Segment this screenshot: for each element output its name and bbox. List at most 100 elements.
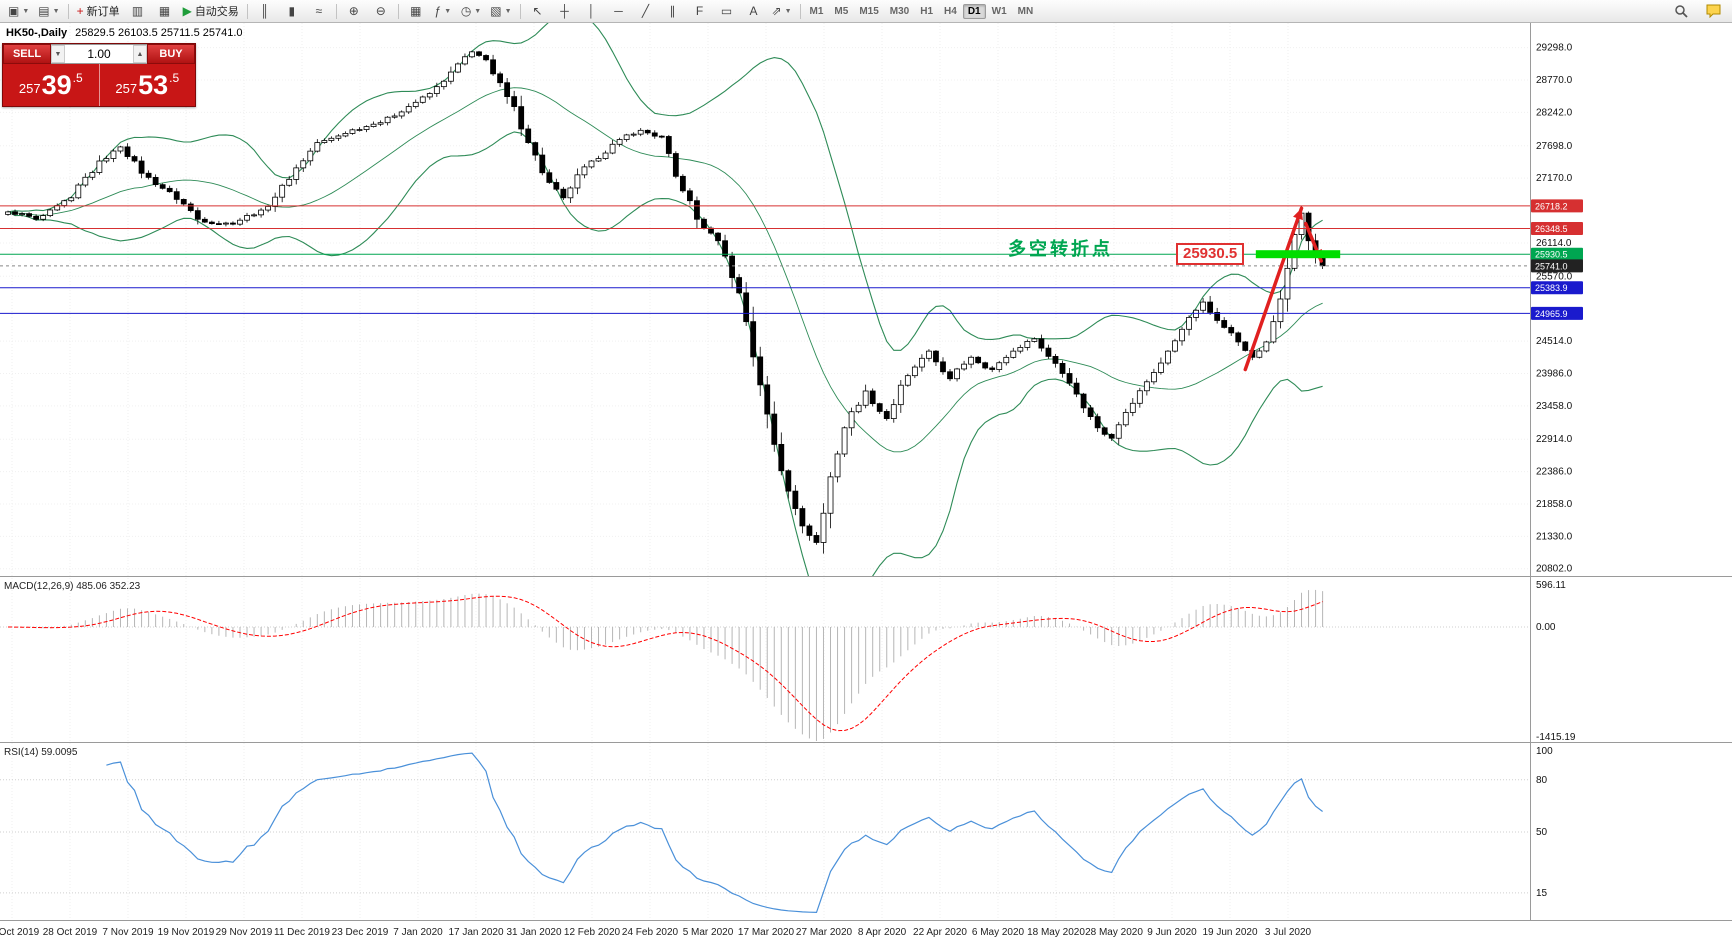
trendline-button[interactable]: ╱ xyxy=(633,1,659,21)
cursor-button[interactable]: ↖ xyxy=(525,1,551,21)
lot-input[interactable] xyxy=(65,45,133,63)
toolbar-separator xyxy=(519,3,521,19)
new-order-button-label: 新订单 xyxy=(86,6,120,18)
bull-candle xyxy=(307,150,314,162)
bear-candle xyxy=(940,361,946,373)
bear-candle xyxy=(511,96,518,107)
timeframe-d1-button[interactable]: D1 xyxy=(962,3,986,19)
price-axis-label: 20802.0 xyxy=(1536,564,1573,575)
bull-candle xyxy=(377,122,384,125)
horizontal-line-button[interactable]: ─ xyxy=(606,1,632,21)
auto-trading-icon: ▶ xyxy=(182,4,192,18)
bull-candle xyxy=(609,143,616,154)
bar-chart-icon: ║ xyxy=(260,4,270,18)
bull-candle xyxy=(103,158,110,162)
buy-price[interactable]: 257 53 .5 xyxy=(100,64,196,106)
templates-button[interactable]: ▧ ▼ xyxy=(486,1,515,21)
auto-trading-button-label: 自动交易 xyxy=(194,6,239,18)
chart-canvas[interactable]: 29298.0 28770.0 28242.0 27698.0 27170.0 26114… xyxy=(0,23,1732,948)
bull-candle xyxy=(96,160,103,173)
price-axis-label: 27698.0 xyxy=(1536,141,1573,152)
indicators-button[interactable]: ƒ ▼ xyxy=(430,1,456,21)
channel-button[interactable]: ∥ xyxy=(660,1,686,21)
timeframe-mn-button[interactable]: MN xyxy=(1017,5,1034,17)
bollinger-upper-band xyxy=(7,23,1323,351)
toolbar-separator xyxy=(799,3,801,19)
crosshair-button[interactable]: ┼ xyxy=(552,1,578,21)
text-button[interactable]: A xyxy=(741,1,767,21)
bull-candle xyxy=(848,411,855,429)
bull-candle xyxy=(919,357,925,368)
new-chart-button[interactable]: ▣ ▼ xyxy=(4,1,33,21)
shapes-button[interactable]: ▭ xyxy=(714,1,740,21)
templates-icon: ▧ xyxy=(490,4,502,18)
bull-candle xyxy=(630,133,637,136)
crosshair-icon: ┼ xyxy=(560,4,569,18)
zoom-out-button[interactable]: ⊖ xyxy=(368,1,394,21)
vertical-line-button[interactable]: │ xyxy=(579,1,605,21)
buy-button[interactable]: BUY xyxy=(147,44,195,64)
periods-button[interactable]: ◷ ▼ xyxy=(457,1,485,21)
bear-candle xyxy=(230,222,236,225)
timeframe-w1-button[interactable]: W1 xyxy=(991,5,1007,17)
bear-candle xyxy=(750,321,757,358)
candlestick-button[interactable]: ▮ xyxy=(279,1,305,21)
trade-panel-prices: 257 39 .5 257 53 .5 xyxy=(3,64,195,106)
time-axis-label: 16 Oct 2019 xyxy=(0,927,40,938)
auto-trading-button[interactable]: ▶ 自动交易 xyxy=(179,1,243,21)
bull-candle xyxy=(1115,424,1122,439)
new-order-button[interactable]: + 新订单 xyxy=(73,1,124,21)
timeframe-m5-button[interactable]: M5 xyxy=(834,5,849,17)
bull-candle xyxy=(926,350,932,359)
arrows-button[interactable]: ⇗ ▼ xyxy=(768,1,796,21)
bear-candle xyxy=(764,384,771,415)
bull-candle xyxy=(820,512,827,543)
bull-candle xyxy=(300,160,307,169)
market-watch-button[interactable]: ▥ xyxy=(125,1,151,21)
sell-button[interactable]: SELL xyxy=(3,44,51,64)
sell-price[interactable]: 257 39 .5 xyxy=(3,64,100,106)
time-axis-label: 9 Jun 2020 xyxy=(1147,927,1197,938)
chat-button[interactable] xyxy=(1700,1,1726,21)
shapes-icon: ▭ xyxy=(720,4,733,18)
timeframe-m30-button[interactable]: M30 xyxy=(889,5,910,17)
price-axis-label: 25570.0 xyxy=(1536,271,1573,282)
terminal-button[interactable]: ▦ xyxy=(152,1,178,21)
bull-candle xyxy=(462,56,468,65)
bear-candle xyxy=(497,73,504,84)
trend-arrow xyxy=(1243,206,1304,372)
timeframe-h4-button[interactable]: H4 xyxy=(944,5,957,17)
bear-candle xyxy=(12,211,18,215)
tile-windows-button[interactable]: ▦ xyxy=(403,1,429,21)
timeframe-m1-button[interactable]: M1 xyxy=(809,5,824,17)
bear-candle xyxy=(194,210,201,220)
profiles-button[interactable]: ▤ ▼ xyxy=(34,1,63,21)
fibonacci-button[interactable]: F xyxy=(687,1,713,21)
bear-candle xyxy=(1066,373,1073,384)
bull-candle xyxy=(110,150,117,159)
bear-candle xyxy=(729,255,735,278)
bull-candle xyxy=(841,427,848,455)
lot-decrease-button[interactable]: ▼ xyxy=(51,45,65,63)
lot-increase-button[interactable]: ▲ xyxy=(133,45,147,63)
bar-chart-button[interactable]: ║ xyxy=(252,1,278,21)
price-axis[interactable]: 29298.0 28770.0 28242.0 27698.0 27170.0 26114… xyxy=(1536,43,1573,575)
bear-candle xyxy=(33,215,40,220)
bull-candle xyxy=(1179,328,1185,342)
rsi-line xyxy=(106,752,1323,914)
price-chart-svg[interactable]: 29298.0 28770.0 28242.0 27698.0 27170.0 26114… xyxy=(0,23,1732,948)
bear-candle xyxy=(778,444,785,472)
line-chart-button[interactable]: ≈ xyxy=(306,1,332,21)
search-button[interactable] xyxy=(1668,1,1694,21)
bear-candle xyxy=(771,413,778,445)
bear-candle xyxy=(1087,407,1094,418)
zoom-out-icon: ⊖ xyxy=(375,4,386,18)
timeframe-m15-button[interactable]: M15 xyxy=(859,5,879,17)
macd-axis-label: 596.11 xyxy=(1536,580,1566,591)
timeframe-h1-button[interactable]: H1 xyxy=(920,5,934,17)
zoom-in-button[interactable]: ⊕ xyxy=(341,1,367,21)
dropdown-caret-icon: ▼ xyxy=(504,7,512,15)
turning-point-price-label: 25930.5 xyxy=(1176,243,1245,265)
